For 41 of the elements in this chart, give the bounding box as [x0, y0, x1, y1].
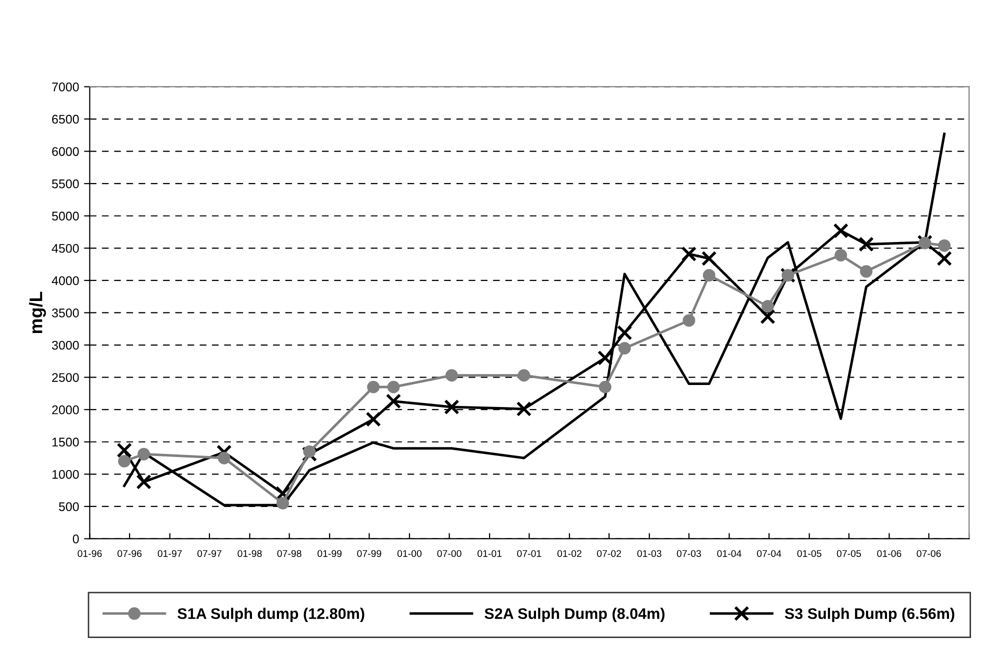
y-tick-label: 5000 [52, 212, 79, 221]
y-tick-label: 4000 [52, 276, 79, 286]
x-tick-label: 07-03 [676, 550, 701, 557]
y-tick-label: 0 [72, 534, 79, 544]
x-tick-label: 07-05 [836, 550, 861, 557]
x-tick-label: 01-02 [557, 550, 582, 557]
x-tick-label: 07-01 [517, 550, 542, 557]
x-tick-label: 07-04 [757, 550, 782, 557]
y-tick-label: 4500 [52, 244, 79, 253]
x-tick-label: 01-01 [478, 550, 502, 557]
x-tick-label: 07-02 [597, 550, 622, 557]
x-tick-label: 07-06 [916, 550, 941, 557]
x-tick-label: 07-99 [357, 550, 382, 557]
y-tick-label: 2500 [52, 373, 79, 382]
x-tick-label: 07-00 [437, 550, 462, 557]
x-tick-label: 07-97 [197, 550, 222, 557]
y-tick-label: 2000 [52, 405, 79, 414]
x-tick-label: 07-98 [277, 550, 302, 557]
y-tick-label: 1000 [52, 470, 79, 479]
x-tick-label: 01-97 [158, 550, 182, 557]
y-tick-label: 500 [58, 502, 79, 512]
x-tick-label: 01-96 [78, 550, 102, 557]
legend-label: S2A Sulph Dump (8.04m) [484, 608, 664, 622]
x-tick-label: 01-06 [877, 550, 902, 557]
x-tick-label: 01-00 [397, 550, 422, 557]
y-axis-title: mg/L [29, 292, 46, 334]
x-tick-label: 07-96 [118, 550, 142, 557]
y-tick-label: 1500 [52, 438, 79, 447]
x-tick-label: 01-99 [318, 550, 342, 557]
legend-label: S1A Sulph dump (12.80m) [178, 608, 364, 622]
y-tick-label: 3000 [52, 340, 79, 350]
x-tick-label: 01-04 [717, 550, 742, 557]
x-tick-label: 01-05 [797, 550, 822, 557]
x-tick-label: 01-98 [238, 550, 262, 557]
y-tick-label: 3500 [52, 308, 79, 318]
x-tick-label: 01-03 [637, 550, 662, 557]
legend-label: S3 Sulph Dump (6.56m) [784, 608, 954, 622]
y-tick-label: 6000 [52, 147, 79, 156]
y-tick-label: 5500 [52, 179, 79, 188]
y-tick-label: 7000 [52, 82, 79, 92]
y-tick-label: 6500 [52, 114, 79, 124]
